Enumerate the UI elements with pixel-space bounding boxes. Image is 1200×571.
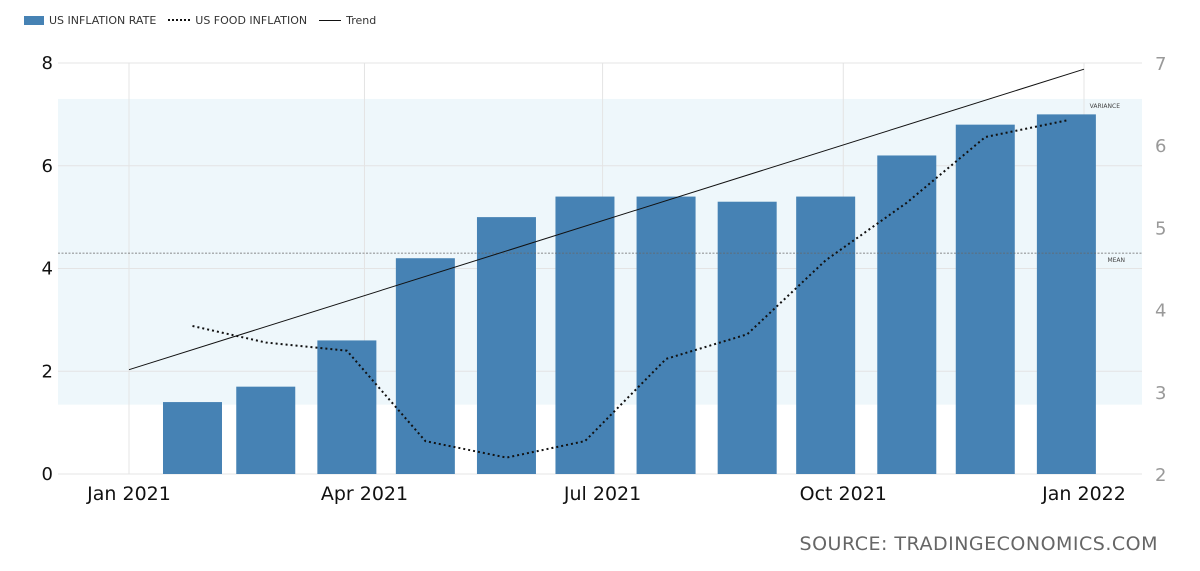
y-tick-right: 5 bbox=[1155, 218, 1166, 239]
bar bbox=[1036, 114, 1096, 474]
y-tick-left: 4 bbox=[42, 259, 53, 280]
bar bbox=[476, 217, 536, 474]
y-tick-right: 4 bbox=[1155, 301, 1166, 322]
y-tick-left: 0 bbox=[42, 464, 53, 485]
bar bbox=[796, 196, 856, 474]
legend-bar-swatch bbox=[24, 15, 44, 25]
legend-label-inflation-rate: US INFLATION RATE bbox=[49, 13, 157, 27]
y-tick-right: 2 bbox=[1155, 465, 1166, 486]
y-tick-right: 3 bbox=[1155, 383, 1166, 404]
x-tick: Jan 2021 bbox=[86, 483, 171, 505]
y-tick-left: 6 bbox=[42, 156, 53, 177]
legend-item-trend[interactable]: Trend bbox=[319, 14, 376, 27]
y-tick-right: 6 bbox=[1155, 136, 1166, 157]
x-tick: Oct 2021 bbox=[800, 483, 887, 505]
x-tick: Jan 2022 bbox=[1041, 483, 1126, 505]
bar bbox=[162, 402, 222, 474]
legend-item-inflation-rate[interactable]: US INFLATION RATE bbox=[24, 14, 156, 27]
bar bbox=[955, 124, 1015, 475]
bar bbox=[555, 196, 615, 474]
bar bbox=[717, 201, 777, 474]
bar bbox=[317, 340, 377, 474]
x-tick: Apr 2021 bbox=[321, 483, 408, 505]
y-tick-right: 7 bbox=[1155, 54, 1166, 75]
bar bbox=[236, 386, 296, 474]
variance-label: VARIANCE bbox=[1090, 103, 1121, 110]
legend-label-food-inflation: US FOOD INFLATION bbox=[195, 13, 308, 27]
y-tick-left: 2 bbox=[42, 361, 53, 382]
trend-line bbox=[128, 68, 1085, 371]
bar bbox=[395, 258, 455, 474]
y-tick-left: 8 bbox=[42, 53, 53, 74]
bar bbox=[877, 155, 937, 474]
legend-item-food-inflation[interactable]: US FOOD INFLATION bbox=[168, 14, 307, 27]
x-tick: Jul 2021 bbox=[563, 483, 641, 505]
legend-dotted-swatch bbox=[168, 19, 191, 21]
legend-label-trend: Trend bbox=[346, 13, 377, 27]
legend-line-swatch bbox=[319, 19, 342, 21]
chart-legend: US INFLATION RATE US FOOD INFLATION Tren… bbox=[24, 10, 388, 30]
bar bbox=[636, 196, 696, 474]
source-credit: SOURCE: TRADINGECONOMICS.COM bbox=[799, 533, 1158, 555]
mean-label: MEAN bbox=[1107, 257, 1125, 264]
